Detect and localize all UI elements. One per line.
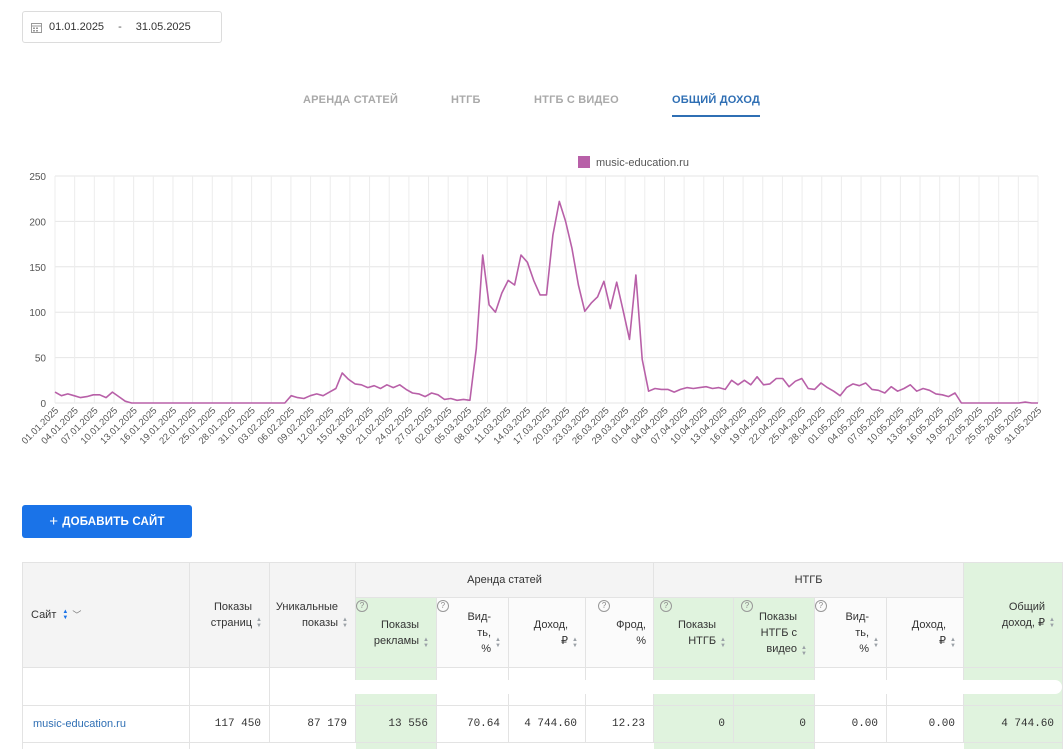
cell-ntgb-income: 0.00 xyxy=(887,706,964,743)
help-icon[interactable]: ? xyxy=(741,600,754,612)
cell-ad-views: 13 556 xyxy=(356,706,437,743)
header-ad-views[interactable]: ? Показы рекламы ▲ ▼ xyxy=(356,598,437,668)
sort-icon[interactable]: ▲ ▼ xyxy=(572,637,578,649)
y-tick-label: 100 xyxy=(29,308,46,319)
tab-total-income[interactable]: ОБЩИЙ ДОХОД xyxy=(672,94,761,117)
cell-ntgb-views: 0 xyxy=(654,706,734,743)
y-axis: 0 50 100 150 200 250 xyxy=(29,172,46,410)
series-group xyxy=(54,200,1038,404)
sort-icon[interactable]: ▲ ▼ xyxy=(62,608,69,621)
cell-ntgb-video-views: 0 xyxy=(734,706,815,743)
help-icon[interactable]: ? xyxy=(660,600,673,612)
header-income[interactable]: Доход, ₽ ▲ ▼ xyxy=(509,598,586,668)
sort-icon[interactable]: ▲ ▼ xyxy=(256,617,262,629)
y-tick-label: 50 xyxy=(35,354,47,365)
add-site-label: ДОБАВИТЬ САЙТ xyxy=(62,515,165,528)
chart-legend: music-education.ru xyxy=(578,156,689,169)
cell-page-views: 117 450 xyxy=(190,706,270,743)
sort-icon[interactable]: ▲ ▼ xyxy=(342,617,348,629)
header-site[interactable]: Сайт ▲ ▼ ﹀ xyxy=(22,562,190,668)
sort-icon[interactable]: ▲ ▼ xyxy=(720,637,726,649)
add-site-button[interactable]: + ДОБАВИТЬ САЙТ xyxy=(22,505,192,538)
help-icon[interactable]: ? xyxy=(598,600,611,612)
table-row-redacted xyxy=(22,668,190,706)
header-visibility[interactable]: ? Вид-ть,% ▲ ▼ xyxy=(437,598,509,668)
header-unique-views[interactable]: Уникальные показы ▲ ▼ xyxy=(270,562,356,668)
help-icon[interactable]: ? xyxy=(815,600,827,612)
tab-article-rent[interactable]: АРЕНДА СТАТЕЙ xyxy=(303,94,399,106)
y-tick-label: 0 xyxy=(40,399,46,410)
header-ntgb-visibility[interactable]: ? Вид-ть,% ▲ ▼ xyxy=(815,598,887,668)
cell-fraud: 12.23 xyxy=(586,706,654,743)
header-ntgb-views[interactable]: ? Показы НТГБ ▲ ▼ xyxy=(654,598,734,668)
date-range-picker[interactable]: 01.01.2025 - 31.05.2025 xyxy=(22,11,222,43)
header-total-income[interactable]: Общий доход, ₽ ▲ ▼ xyxy=(964,562,1063,668)
header-page-views[interactable]: Показы страниц ▲ ▼ xyxy=(190,562,270,668)
sites-table: Сайт ▲ ▼ ﹀ Показы страниц ▲ ▼ Уникальные пок… xyxy=(22,562,1063,749)
sort-icon[interactable]: ▲ ▼ xyxy=(1049,617,1055,629)
series-line-music-education[interactable] xyxy=(54,200,1038,404)
tab-ntgb-video[interactable]: НТГБ С ВИДЕО xyxy=(534,94,619,106)
y-tick-label: 200 xyxy=(29,217,46,228)
legend-swatch[interactable] xyxy=(578,156,590,168)
group-header-ntgb: НТГБ xyxy=(654,562,964,598)
chart-grid xyxy=(54,175,1039,404)
cell-visibility: 70.64 xyxy=(437,706,509,743)
cell-ntgb-visibility: 0.00 xyxy=(815,706,887,743)
sort-icon[interactable]: ▲ ▼ xyxy=(495,637,501,649)
chevron-down-icon[interactable]: ﹀ xyxy=(72,610,82,620)
y-tick-label: 250 xyxy=(29,172,46,183)
sort-icon[interactable]: ▲ ▼ xyxy=(950,637,956,649)
calendar-icon xyxy=(31,22,42,33)
redaction-mask xyxy=(282,680,1062,694)
plus-icon: + xyxy=(49,513,59,530)
cell-total-income: 4 744.60 xyxy=(964,706,1063,743)
sort-icon[interactable]: ▲ ▼ xyxy=(423,637,429,649)
header-site-label: Сайт xyxy=(31,608,57,621)
site-link[interactable]: music-education.ru xyxy=(22,706,190,743)
header-fraud[interactable]: ? Фрод,% xyxy=(586,598,654,668)
group-header-rent: Аренда статей xyxy=(356,562,654,598)
date-end[interactable]: 31.05.2025 xyxy=(135,21,191,33)
sort-icon[interactable]: ▲ ▼ xyxy=(801,645,807,657)
help-icon[interactable]: ? xyxy=(437,600,449,612)
help-icon[interactable]: ? xyxy=(356,600,368,612)
report-tabs: АРЕНДА СТАТЕЙ НТГБ НТГБ С ВИДЕО ОБЩИЙ ДО… xyxy=(0,94,1063,120)
legend-label[interactable]: music-education.ru xyxy=(596,157,689,169)
x-axis: 01.01.202504.01.202507.01.202510.01.2025… xyxy=(20,405,1044,446)
cell-income: 4 744.60 xyxy=(509,706,586,743)
date-start[interactable]: 01.01.2025 xyxy=(49,21,105,33)
tab-ntgb[interactable]: НТГБ xyxy=(451,94,481,106)
cell-unique-views: 87 179 xyxy=(270,706,356,743)
header-ntgb-income[interactable]: Доход, ₽ ▲ ▼ xyxy=(887,598,964,668)
income-chart: 0 50 100 150 200 250 01.01.202504.01.202507.0… xyxy=(20,156,1044,447)
date-separator: - xyxy=(118,21,122,33)
y-tick-label: 150 xyxy=(29,263,46,274)
header-ntgb-video-views[interactable]: ? Показы НТГБ с видео ▲ ▼ xyxy=(734,598,815,668)
sort-icon[interactable]: ▲ ▼ xyxy=(873,637,879,649)
